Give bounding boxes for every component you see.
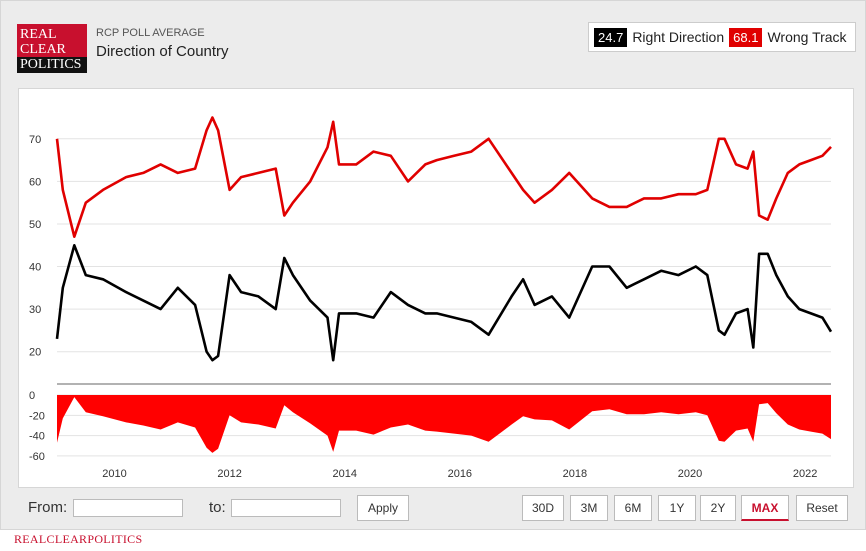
x-tick-label: 2020 <box>678 468 702 480</box>
logo-line-3: POLITICS <box>20 57 82 72</box>
x-tick-label: 2010 <box>102 468 126 480</box>
logo-line-2: CLEAR <box>20 42 66 57</box>
to-date-input[interactable] <box>231 499 341 517</box>
from-label: From: <box>28 499 68 516</box>
x-tick-label: 2022 <box>793 468 817 480</box>
x-tick-label: 2016 <box>448 468 472 480</box>
right-direction-value: 24.7 <box>594 27 628 47</box>
wrong-track-label: Wrong Track <box>767 29 847 45</box>
range-3m-button[interactable]: 3M <box>570 495 608 521</box>
bottom-y-tick-label: -40 <box>29 431 45 443</box>
legend: 24.7 Right Direction 68.1 Wrong Track <box>588 22 856 52</box>
range-2y-button[interactable]: 2Y <box>700 495 736 521</box>
bottom-y-tick-label: -60 <box>29 451 45 463</box>
range-controls: From: to: Apply 30D 3M 6M 1Y 2Y MAX Rese… <box>18 492 852 522</box>
footer-brand[interactable]: REALCLEARPOLITICS <box>14 532 143 546</box>
bottom-y-tick-label: 0 <box>29 390 35 402</box>
spread-area <box>57 395 831 453</box>
range-30d-button[interactable]: 30D <box>522 495 564 521</box>
range-max-button[interactable]: MAX <box>741 495 789 521</box>
range-1y-button[interactable]: 1Y <box>658 495 696 521</box>
from-date-input[interactable] <box>73 499 183 517</box>
chart-subtitle: RCP POLL AVERAGE <box>96 27 205 39</box>
bottom-y-tick-label: -20 <box>29 410 45 422</box>
rcp-logo[interactable]: REAL CLEAR POLITICS <box>17 24 87 73</box>
top-y-tick-label: 50 <box>29 219 41 231</box>
right-direction-line <box>55 244 833 362</box>
range-6m-button[interactable]: 6M <box>614 495 652 521</box>
wrong-track-line <box>55 116 832 238</box>
to-label: to: <box>209 499 226 516</box>
logo-bar <box>17 57 87 73</box>
top-y-tick-label: 20 <box>29 347 41 359</box>
right-direction-label: Right Direction <box>632 29 725 45</box>
top-y-tick-label: 40 <box>29 262 41 274</box>
x-tick-label: 2018 <box>563 468 587 480</box>
wrong-track-value: 68.1 <box>729 27 763 47</box>
reset-button[interactable]: Reset <box>796 495 848 521</box>
logo-line-1: REAL <box>20 27 57 42</box>
x-tick-label: 2012 <box>217 468 241 480</box>
top-y-tick-label: 30 <box>29 304 41 316</box>
x-tick-label: 2014 <box>332 468 356 480</box>
chart-svg: 20 30 40 50 60 70 0 -20 -40 -60 2010 2012 2014 2016 20… <box>29 116 833 480</box>
apply-button[interactable]: Apply <box>357 495 409 521</box>
top-y-tick-label: 70 <box>29 134 41 146</box>
plot-area[interactable]: 20 30 40 50 60 70 0 -20 -40 -60 2010 2012 2014 2016 20… <box>18 88 854 488</box>
top-y-tick-label: 60 <box>29 176 41 188</box>
chart-title: Direction of Country <box>96 43 229 60</box>
